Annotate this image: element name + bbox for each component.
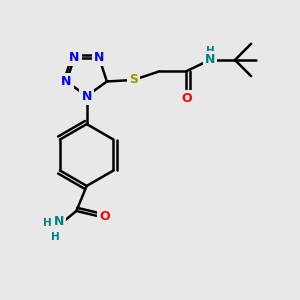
Text: N: N xyxy=(205,53,215,67)
Text: H: H xyxy=(50,232,59,242)
Text: S: S xyxy=(129,74,138,86)
Text: N: N xyxy=(94,51,104,64)
Text: O: O xyxy=(99,210,110,223)
Text: N: N xyxy=(69,51,80,64)
Text: N: N xyxy=(61,75,72,88)
Text: H: H xyxy=(206,46,215,56)
Text: N: N xyxy=(82,90,92,103)
Text: H: H xyxy=(43,218,51,228)
Text: N: N xyxy=(53,215,64,228)
Text: O: O xyxy=(182,92,192,105)
